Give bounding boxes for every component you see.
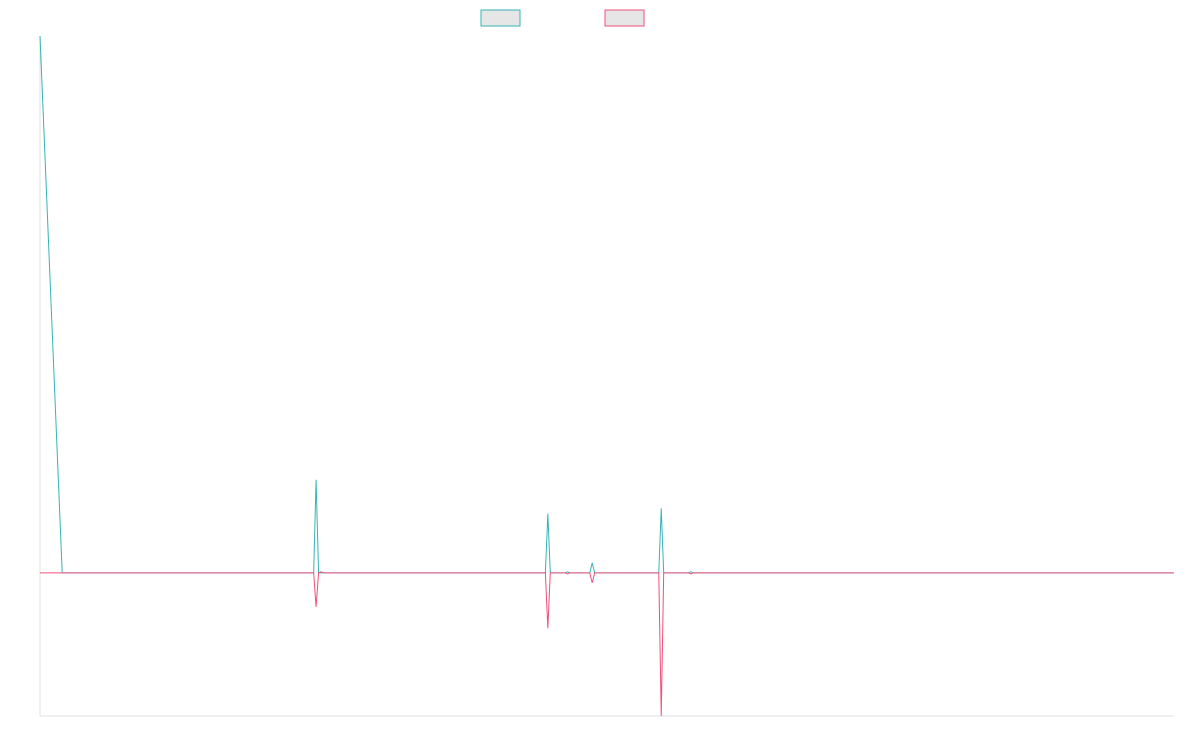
- legend-swatch-1: [480, 9, 521, 27]
- legend-swatch-2: [604, 9, 645, 27]
- series-line-1: [39, 35, 1174, 574]
- legend: [480, 9, 645, 27]
- axes: [39, 36, 1174, 717]
- series-line-2: [40, 571, 1174, 717]
- series-group: [39, 35, 1174, 717]
